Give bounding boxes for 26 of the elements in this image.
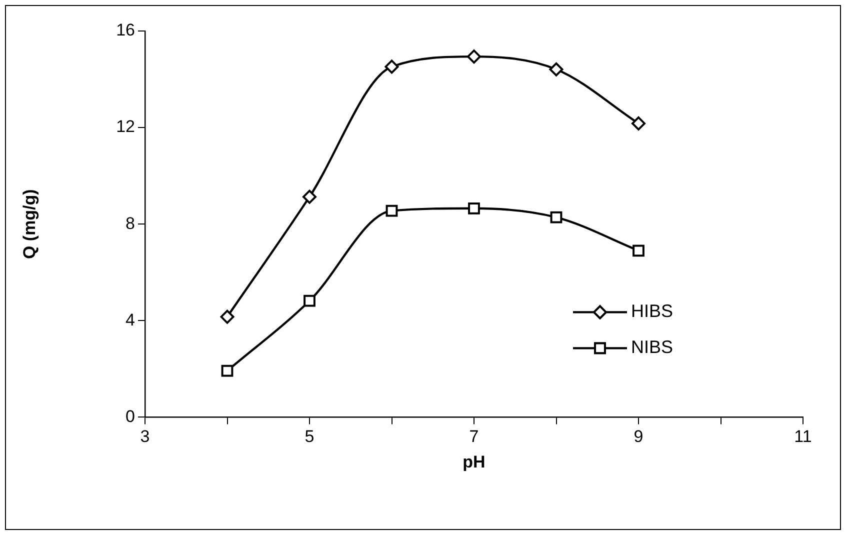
point [467, 50, 481, 64]
legend-label: NIBS [631, 337, 674, 358]
y-tick-label: 4 [126, 310, 135, 330]
point [632, 244, 644, 257]
point [549, 62, 564, 76]
point [468, 202, 480, 214]
x-tick-label: 11 [794, 427, 812, 446]
x-tick-label: 3 [140, 427, 150, 446]
point [221, 364, 234, 377]
point [302, 190, 316, 204]
point [304, 294, 316, 307]
y-tick-label: 8 [126, 214, 135, 233]
x-tick-label: 7 [469, 427, 479, 446]
y-tick-label: 12 [116, 117, 135, 136]
legend-label: HIBS [631, 301, 674, 322]
x-axis-title: pH [462, 452, 486, 472]
y-tick-label: 16 [116, 20, 135, 40]
x-tick-label: 9 [634, 427, 644, 446]
y-tick-label: 0 [126, 406, 135, 426]
point [384, 60, 399, 74]
point [220, 310, 234, 324]
point [550, 211, 562, 224]
x-tick-label: 5 [304, 427, 314, 446]
y-axis-title: Q (mg/g) [20, 189, 39, 260]
point [386, 204, 398, 217]
point [632, 116, 646, 130]
